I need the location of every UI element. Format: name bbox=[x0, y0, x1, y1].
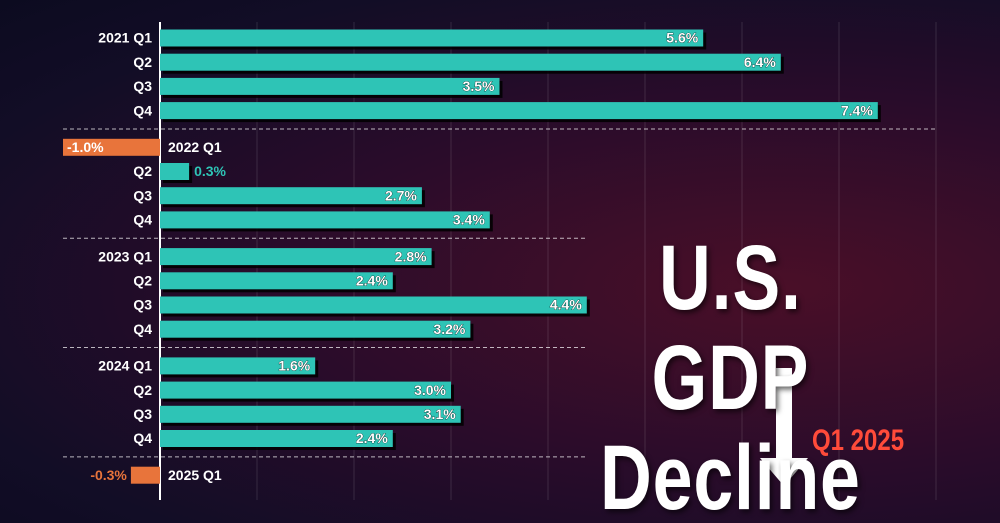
bar bbox=[160, 405, 461, 423]
y-tick-label: Q4 bbox=[133, 430, 152, 446]
chart-subtitle: Q1 2025 bbox=[812, 424, 905, 457]
y-tick-label: Q2 bbox=[133, 273, 152, 289]
y-tick-label: Q3 bbox=[133, 187, 152, 203]
y-tick-label: Q2 bbox=[133, 163, 152, 179]
y-tick-label: Q4 bbox=[133, 212, 152, 228]
y-tick-label: 2022 Q1 bbox=[168, 139, 222, 155]
value-label: 3.2% bbox=[433, 321, 465, 337]
y-tick-label: Q3 bbox=[133, 297, 152, 313]
bar bbox=[160, 163, 190, 180]
bar bbox=[160, 272, 393, 290]
bar bbox=[160, 187, 422, 205]
y-tick-label: Q4 bbox=[133, 321, 152, 337]
value-label: -1.0% bbox=[67, 139, 104, 155]
bar bbox=[160, 77, 500, 95]
bar bbox=[160, 357, 316, 375]
chart-title: U.S. GDP Decline bbox=[600, 227, 861, 523]
bar bbox=[130, 466, 160, 484]
value-label: 4.4% bbox=[550, 297, 582, 313]
value-label: 7.4% bbox=[841, 102, 873, 118]
value-label: 3.1% bbox=[424, 406, 456, 422]
bar bbox=[160, 320, 471, 338]
y-tick-label: 2023 Q1 bbox=[98, 248, 152, 264]
bar bbox=[160, 296, 587, 314]
bar bbox=[160, 381, 451, 399]
bar bbox=[160, 29, 704, 47]
bar bbox=[160, 248, 432, 266]
y-tick-label: 2024 Q1 bbox=[98, 358, 152, 374]
y-tick-label: Q3 bbox=[133, 78, 152, 94]
y-tick-label: 2021 Q1 bbox=[98, 30, 152, 46]
value-label: 6.4% bbox=[744, 54, 776, 70]
value-label: 2.4% bbox=[356, 273, 388, 289]
bar bbox=[160, 430, 393, 447]
value-label: 2.7% bbox=[385, 187, 417, 203]
value-label: 1.6% bbox=[278, 358, 310, 374]
value-label: 3.0% bbox=[414, 382, 446, 398]
value-label: 3.5% bbox=[463, 78, 495, 94]
value-label: 2.4% bbox=[356, 430, 388, 446]
y-tick-label: 2025 Q1 bbox=[168, 467, 222, 483]
value-label: -0.3% bbox=[90, 467, 127, 483]
bar bbox=[160, 102, 878, 120]
value-label: 2.8% bbox=[395, 248, 427, 264]
bar bbox=[63, 138, 160, 156]
value-label: 3.4% bbox=[453, 212, 485, 228]
y-tick-label: Q3 bbox=[133, 406, 152, 422]
value-label: 0.3% bbox=[194, 163, 226, 179]
y-tick-label: Q2 bbox=[133, 382, 152, 398]
bar bbox=[160, 53, 781, 71]
y-tick-label: Q2 bbox=[133, 54, 152, 70]
y-tick-label: Q4 bbox=[133, 102, 152, 118]
value-label: 5.6% bbox=[666, 30, 698, 46]
bar bbox=[160, 211, 490, 229]
decline-arrow bbox=[760, 368, 808, 486]
